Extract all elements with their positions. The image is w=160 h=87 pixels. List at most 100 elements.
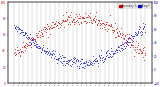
Point bbox=[91, 22, 93, 23]
Point bbox=[90, 64, 93, 65]
Point bbox=[43, 50, 45, 51]
Point bbox=[56, 63, 58, 64]
Point bbox=[15, 25, 18, 26]
Point bbox=[55, 59, 57, 60]
Point bbox=[110, 50, 112, 51]
Point bbox=[127, 41, 129, 43]
Point bbox=[127, 37, 130, 38]
Point bbox=[68, 16, 70, 18]
Point bbox=[139, 26, 142, 28]
Point bbox=[121, 47, 123, 48]
Point bbox=[111, 26, 114, 27]
Point bbox=[80, 16, 83, 17]
Point bbox=[139, 31, 141, 32]
Point bbox=[139, 49, 142, 51]
Point bbox=[118, 44, 121, 46]
Point bbox=[95, 12, 97, 13]
Point bbox=[113, 50, 116, 51]
Point bbox=[75, 60, 77, 61]
Point bbox=[40, 51, 42, 53]
Point bbox=[28, 45, 30, 46]
Point bbox=[77, 59, 79, 61]
Point bbox=[125, 40, 128, 41]
Point bbox=[106, 22, 108, 23]
Point bbox=[132, 47, 134, 48]
Point bbox=[64, 64, 67, 66]
Point bbox=[21, 50, 24, 51]
Point bbox=[126, 41, 128, 42]
Point bbox=[94, 21, 97, 23]
Point bbox=[22, 32, 24, 33]
Point bbox=[32, 40, 34, 41]
Point bbox=[46, 23, 49, 24]
Point bbox=[143, 46, 145, 47]
Point bbox=[102, 26, 105, 28]
Point bbox=[43, 50, 46, 51]
Point bbox=[58, 22, 60, 23]
Point bbox=[30, 37, 33, 38]
Point bbox=[80, 58, 82, 60]
Point bbox=[37, 47, 39, 49]
Point bbox=[48, 26, 51, 28]
Point bbox=[143, 27, 146, 28]
Point bbox=[119, 51, 121, 52]
Point bbox=[101, 23, 104, 24]
Point bbox=[26, 44, 29, 45]
Point bbox=[124, 41, 127, 43]
Point bbox=[118, 35, 120, 37]
Point bbox=[114, 52, 116, 53]
Point bbox=[131, 37, 134, 38]
Point bbox=[44, 28, 46, 30]
Point bbox=[123, 43, 125, 44]
Point bbox=[33, 42, 36, 44]
Point bbox=[102, 56, 104, 57]
Point bbox=[137, 30, 140, 32]
Legend: Humidity %, Temp F: Humidity %, Temp F bbox=[118, 3, 151, 8]
Point bbox=[43, 30, 46, 32]
Point bbox=[95, 57, 97, 59]
Point bbox=[86, 63, 88, 64]
Point bbox=[140, 30, 142, 32]
Point bbox=[97, 55, 100, 56]
Point bbox=[93, 20, 96, 21]
Point bbox=[117, 50, 120, 51]
Point bbox=[120, 47, 122, 49]
Point bbox=[16, 26, 19, 27]
Point bbox=[32, 44, 35, 46]
Point bbox=[133, 55, 135, 56]
Point bbox=[97, 22, 100, 23]
Point bbox=[31, 38, 33, 40]
Point bbox=[62, 61, 64, 62]
Point bbox=[105, 23, 107, 24]
Point bbox=[93, 60, 96, 62]
Point bbox=[98, 54, 100, 55]
Point bbox=[122, 49, 124, 50]
Point bbox=[142, 22, 145, 24]
Point bbox=[88, 60, 91, 61]
Point bbox=[94, 60, 96, 62]
Point bbox=[59, 23, 62, 24]
Point bbox=[54, 20, 57, 22]
Point bbox=[13, 53, 15, 54]
Point bbox=[32, 42, 35, 43]
Point bbox=[15, 53, 18, 54]
Point bbox=[43, 27, 46, 28]
Point bbox=[112, 53, 114, 54]
Point bbox=[67, 61, 70, 63]
Point bbox=[41, 49, 43, 50]
Point bbox=[109, 55, 111, 57]
Point bbox=[76, 22, 79, 23]
Point bbox=[26, 34, 28, 36]
Point bbox=[127, 44, 130, 45]
Point bbox=[107, 56, 109, 58]
Point bbox=[36, 46, 39, 48]
Point bbox=[20, 51, 23, 52]
Point bbox=[138, 25, 140, 27]
Point bbox=[58, 57, 60, 58]
Point bbox=[61, 54, 63, 56]
Point bbox=[130, 45, 133, 46]
Point bbox=[61, 20, 63, 21]
Point bbox=[74, 16, 76, 18]
Point bbox=[107, 50, 110, 51]
Point bbox=[19, 32, 21, 33]
